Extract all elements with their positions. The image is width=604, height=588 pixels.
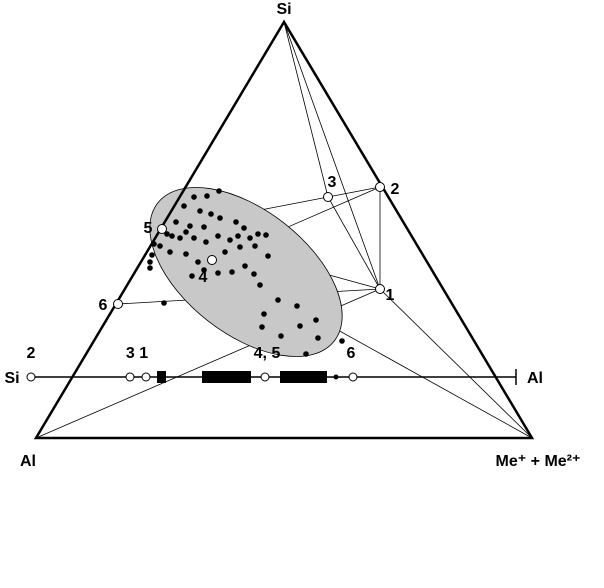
analysis-dot [217,215,223,221]
analysis-dot [229,269,235,275]
analysis-dot [303,351,309,357]
point-label: 1 [386,287,395,304]
analysis-dot [257,282,263,288]
point [323,192,333,202]
range-block [280,371,327,383]
point [113,299,123,309]
point-label: 2 [391,181,400,198]
analysis-dot [215,233,221,239]
point-label: 3 [328,174,337,191]
points: 1 2 3 4 5 6 [99,174,400,314]
scale-label: 3 1 [126,345,148,362]
analysis-dot [201,224,207,230]
scale-point [348,372,358,382]
point [157,224,167,234]
analysis-dot [149,252,155,258]
scale-point [125,372,135,382]
analysis-dot [252,243,258,249]
scale-label: 6 [347,345,356,362]
analysis-dot [241,225,247,231]
analysis-dot [251,271,257,277]
analysis-dot [237,244,243,250]
analysis-dot [339,338,345,344]
analysis-dot [297,323,303,329]
analysis-dot [169,233,175,239]
analysis-dot [161,300,167,306]
analysis-dot [201,267,207,273]
point-label: 6 [99,297,108,314]
analysis-dot [191,194,197,200]
vertex-label: Si [276,1,291,18]
analysis-dot [191,235,197,241]
scale-point [26,372,36,382]
analysis-dot [167,249,173,255]
analysis-dot [195,259,201,265]
analysis-dot [164,231,170,237]
analysis-dot [183,251,189,257]
scale-end-label: Al [527,370,543,387]
analysis-dot [187,223,193,229]
analysis-dot [222,249,228,255]
scale-label: 2 [27,345,36,362]
analysis-dot [263,232,269,238]
analysis-dot [233,219,239,225]
point [375,284,385,294]
field-ellipse [149,187,343,357]
analysis-dot [265,253,271,259]
analysis-dot [181,203,187,209]
scale-bar: 2 3 1 4, 5 6 Si Al [4,345,543,387]
vertex-label: Me⁺ + Me²⁺ [496,453,581,470]
analysis-dot [278,333,284,339]
analysis-dot [242,263,248,269]
analysis-dot [227,237,233,243]
analysis-dot [203,239,209,245]
point [375,182,385,192]
analysis-dot [275,297,281,303]
analysis-dot [315,335,321,341]
analysis-dot [151,241,157,247]
analysis-dot [173,219,179,225]
analysis-dot [189,273,195,279]
analysis-dot [294,303,300,309]
range-block [202,371,251,383]
point-label: 4 [199,269,208,286]
analysis-dot [313,317,319,323]
scale-label: 4, 5 [254,345,281,362]
analysis-dot [235,233,241,239]
analysis-dots [147,188,345,357]
analysis-dot [208,211,214,217]
analysis-dot [215,270,221,276]
analysis-dot [177,235,183,241]
analysis-dot [247,235,253,241]
analysis-dot [147,259,153,265]
scale-point [260,372,270,382]
analysis-dot [157,243,163,249]
analysis-dot [261,311,267,317]
analysis-dot [147,265,153,271]
scale-dot [333,374,339,380]
analysis-dot [183,229,189,235]
analysis-dot [197,208,203,214]
analysis-dot [216,188,222,194]
analysis-dot [204,193,210,199]
scale-end-label: Si [4,370,19,387]
point-label: 5 [144,220,153,237]
analysis-dot [259,324,265,330]
vertex-label: Al [20,453,36,470]
point [207,255,217,265]
range-block [157,371,166,383]
scale-point [141,372,151,382]
analysis-dot [255,231,261,237]
